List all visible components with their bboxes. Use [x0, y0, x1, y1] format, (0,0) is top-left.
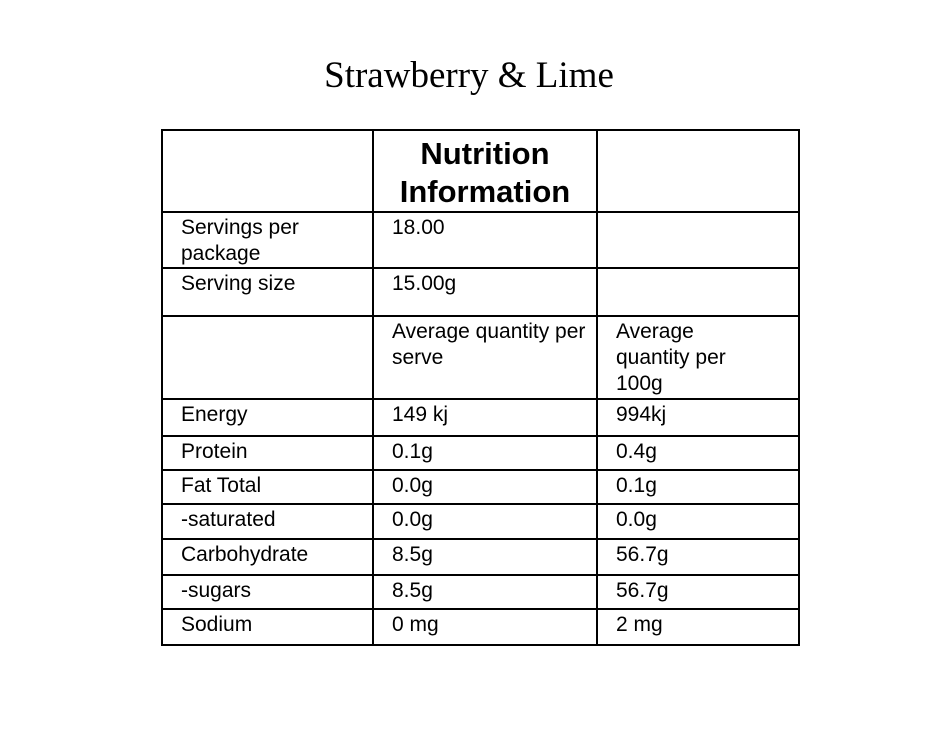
cell-per100: 56.7g [596, 538, 800, 576]
cell-serve: 0 mg [372, 608, 598, 646]
cell-per100: 2 mg [596, 608, 800, 646]
servings-label: Servings per package [161, 211, 374, 269]
cell-name: Carbohydrate [161, 538, 374, 576]
size-value: 15.00g [372, 267, 598, 317]
cell-per100: 0.0g [596, 503, 800, 540]
table-row: Sodium 0 mg 2 mg [161, 608, 800, 646]
cell-name: Sodium [161, 608, 374, 646]
cell-serve: 149 kj [372, 398, 598, 437]
cell-name: Fat Total [161, 469, 374, 505]
nutrition-table: Nutrition Information Servings per packa… [161, 129, 800, 646]
table-row: Energy 149 kj 994kj [161, 398, 800, 437]
cell-serve: 8.5g [372, 574, 598, 610]
table-row: -sugars 8.5g 56.7g [161, 574, 800, 610]
col-100g-header: Average quantity per 100g [596, 315, 800, 400]
cell-per100: 994kj [596, 398, 800, 437]
table-row: -saturated 0.0g 0.0g [161, 503, 800, 540]
cell-serve: 0.0g [372, 469, 598, 505]
cell-name: Protein [161, 435, 374, 471]
table-row: Protein 0.1g 0.4g [161, 435, 800, 471]
cell-serve: 0.0g [372, 503, 598, 540]
servings-value: 18.00 [372, 211, 598, 269]
cell-per100: 0.1g [596, 469, 800, 505]
size-label: Serving size [161, 267, 374, 317]
cell-name: Energy [161, 398, 374, 437]
cell-name: -saturated [161, 503, 374, 540]
table-row: Fat Total 0.0g 0.1g [161, 469, 800, 505]
cell-per100: 56.7g [596, 574, 800, 610]
cell-serve: 8.5g [372, 538, 598, 576]
col-serve-header: Average quantity per serve [372, 315, 598, 400]
cell-name: -sugars [161, 574, 374, 610]
cell-per100: 0.4g [596, 435, 800, 471]
table-row: Carbohydrate 8.5g 56.7g [161, 538, 800, 576]
table-header: Nutrition Information [372, 129, 598, 213]
page-title: Strawberry & Lime [324, 55, 614, 96]
cell-serve: 0.1g [372, 435, 598, 471]
